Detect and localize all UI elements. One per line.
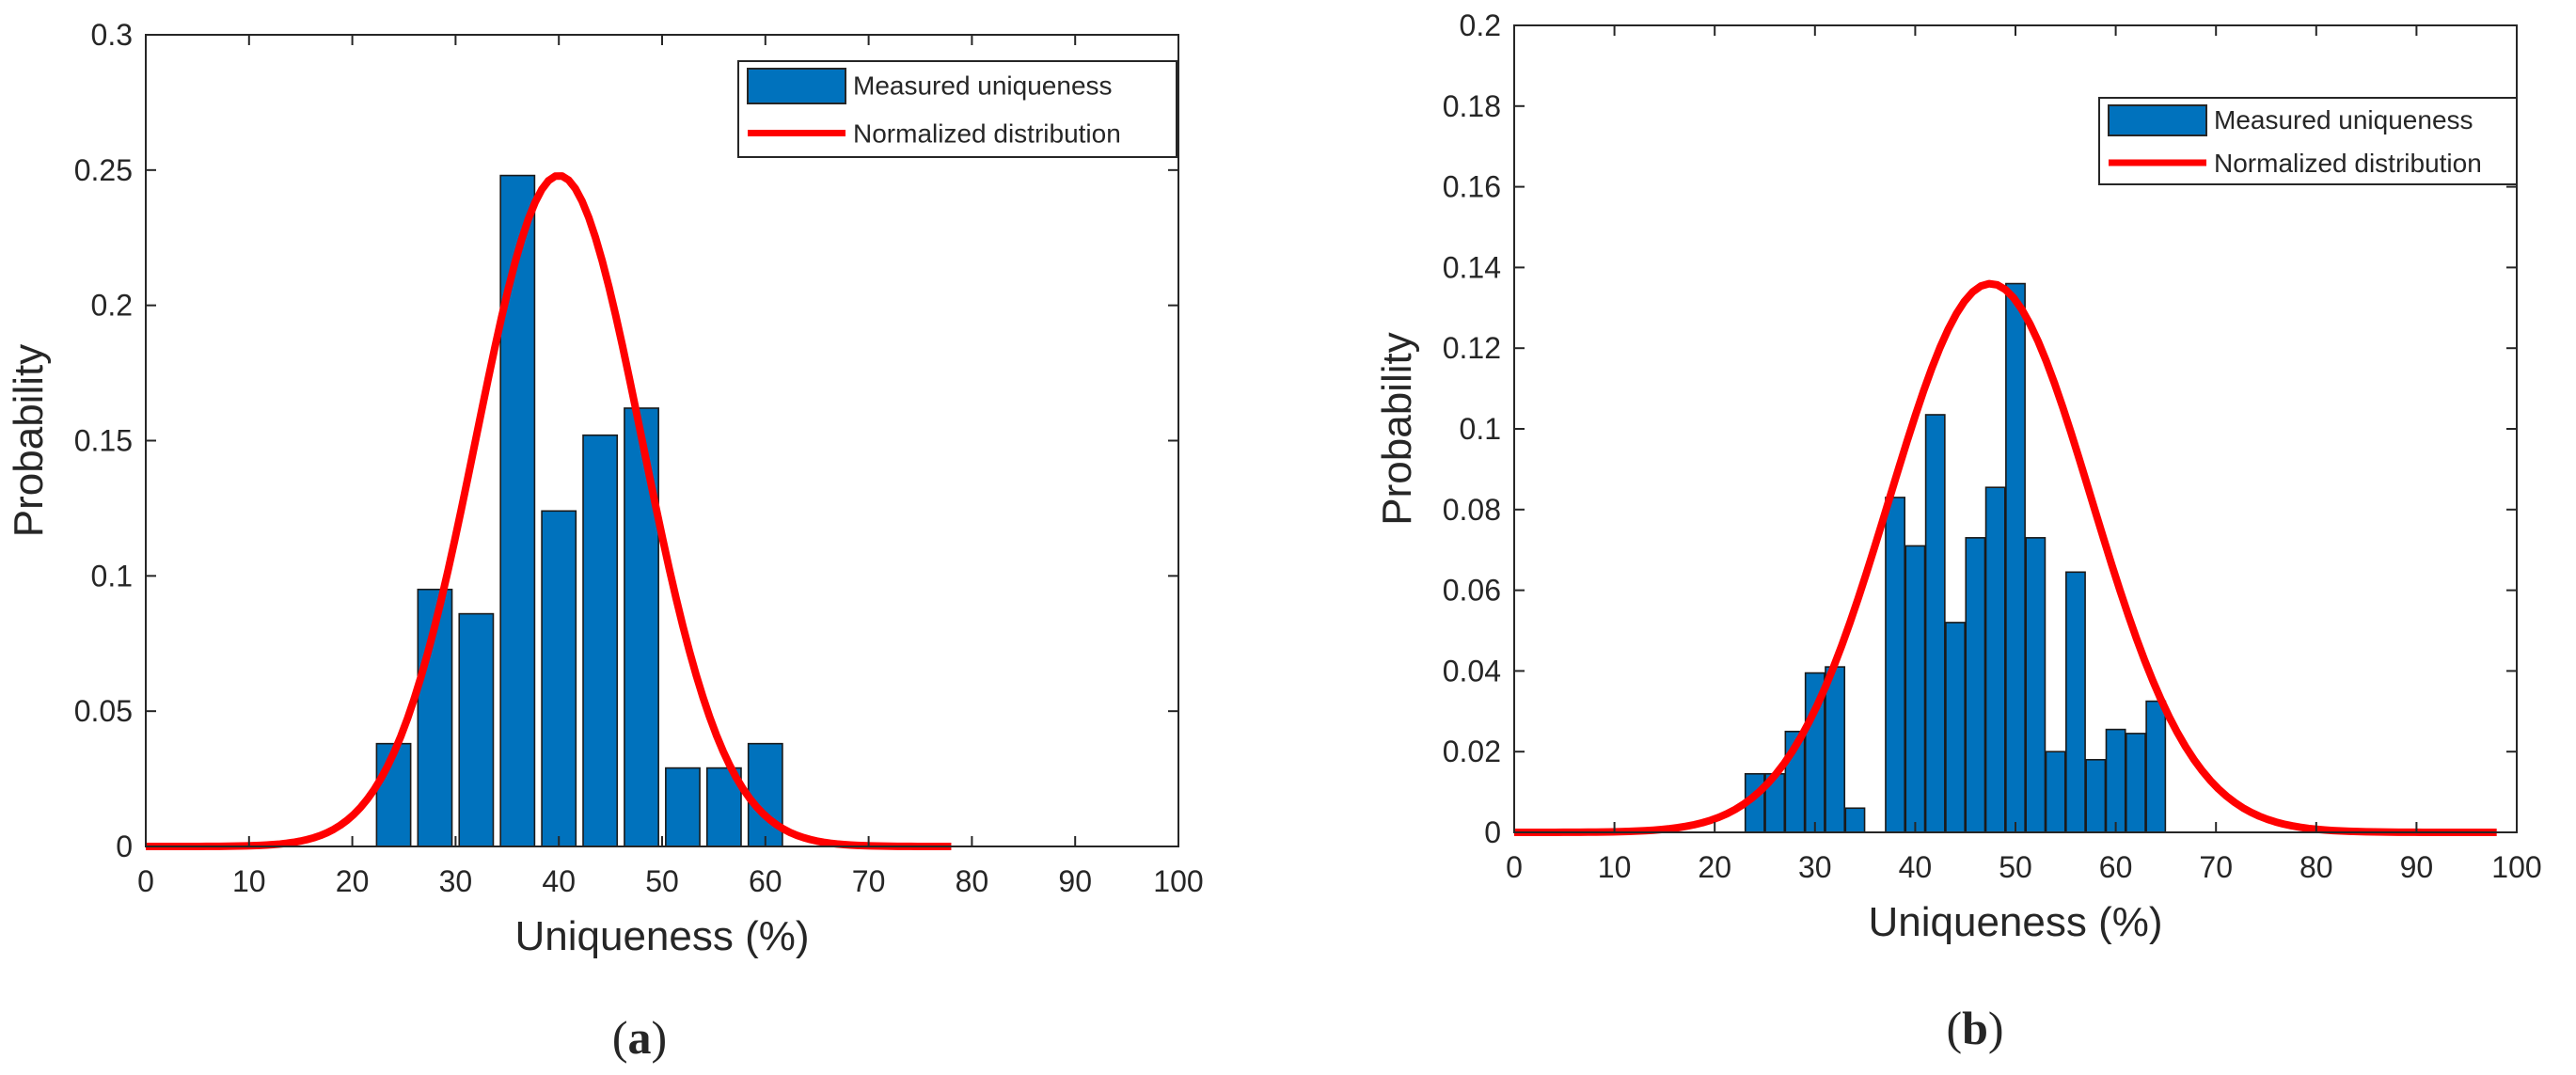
y-axis-a: 0 0.05 0.1 0.15 0.2 0.25 0.3 — [74, 18, 1178, 863]
x-tick-label-b-9: 90 — [2400, 850, 2434, 884]
y-tick-label-b-0: 0 — [1484, 815, 1501, 849]
y-tick-label-b-7: 0.14 — [1443, 250, 1501, 284]
x-axis-label-a: Uniqueness (%) — [514, 913, 809, 959]
x-tick-label-a-2: 20 — [336, 864, 370, 898]
x-axis-b: 0 10 20 30 40 50 60 70 80 90 100 — [1506, 25, 2542, 884]
legend-b: Measured uniqueness Normalized distribut… — [2098, 97, 2518, 185]
bar-b-15 — [2065, 571, 2086, 833]
chart-panel-b: 00.020.040.060.080.10.120.140.160.180.2 … — [1374, 8, 2542, 1054]
legend-entry-measured-a: Measured uniqueness — [853, 71, 1113, 101]
bar-b-5 — [1844, 807, 1866, 833]
y-tick-label-b-9: 0.18 — [1443, 89, 1501, 123]
caption-label-b: (b) — [1946, 1002, 2003, 1054]
y-tick-label-a-4: 0.2 — [91, 289, 133, 323]
bar-b-12 — [2005, 282, 2026, 833]
y-axis-b: 0 0.02 0.04 0.06 0.08 0.1 0.12 0.14 0.16 0.18 0.2 — [1443, 8, 2517, 849]
bar-a-2 — [458, 612, 495, 847]
legend-bar-swatch-b — [2108, 104, 2207, 136]
bar-b-6 — [1885, 497, 1906, 833]
x-axis-a: 0 10 20 30 40 50 60 70 80 90 100 — [137, 35, 1204, 898]
caption-label-a: (a) — [612, 1011, 667, 1064]
bar-b-9 — [1945, 622, 1966, 833]
x-tick-label-b-1: 10 — [1598, 850, 1632, 884]
caption-letter-a: a — [628, 1011, 652, 1064]
y-tick-label-a-1: 0.05 — [74, 694, 133, 728]
y-axis-label-a: Probability — [6, 344, 52, 537]
y-tick-label-a-6: 0.3 — [91, 18, 133, 52]
legend-a: Measured uniqueness Normalized distribut… — [737, 60, 1177, 158]
y-tick-label-b-10: 0.2 — [1460, 8, 1501, 42]
legend-entry-normalized-a: Normalized distribution — [853, 119, 1121, 149]
x-tick-label-b-8: 80 — [2299, 850, 2333, 884]
y-tick-label-a-0: 0 — [116, 830, 133, 863]
y-tick-label-b-6: 0.12 — [1443, 331, 1501, 365]
bar-b-19 — [2145, 700, 2167, 833]
x-tick-label-b-4: 40 — [1899, 850, 1933, 884]
bar-a-4 — [541, 510, 577, 847]
normal-curve-a — [146, 172, 952, 850]
bar-b-17 — [2105, 728, 2126, 833]
bar-b-7 — [1904, 545, 1926, 833]
legend-entry-measured-b: Measured uniqueness — [2214, 105, 2473, 134]
x-tick-label-a-7: 70 — [852, 864, 886, 898]
y-tick-label-b-5: 0.1 — [1460, 412, 1501, 446]
x-tick-label-a-4: 40 — [542, 864, 576, 898]
bar-b-18 — [2125, 733, 2146, 833]
y-tick-label-a-5: 0.25 — [74, 153, 133, 187]
y-tick-label-b-8: 0.16 — [1443, 170, 1501, 204]
bar-a-7 — [665, 767, 701, 847]
x-tick-label-a-8: 80 — [956, 864, 989, 898]
x-tick-label-a-1: 10 — [232, 864, 266, 898]
y-tick-label-b-2: 0.04 — [1443, 654, 1501, 688]
legend-bar-swatch-a — [747, 68, 846, 104]
bar-b-14 — [2045, 751, 2066, 833]
x-tick-label-a-9: 90 — [1058, 864, 1092, 898]
bar-b-4 — [1825, 666, 1846, 833]
bar-a-9 — [747, 742, 783, 847]
x-tick-label-b-0: 0 — [1506, 850, 1523, 884]
bar-b-10 — [1965, 537, 1986, 833]
x-tick-label-b-2: 20 — [1698, 850, 1731, 884]
x-tick-label-a-10: 100 — [1153, 864, 1203, 898]
bar-b-8 — [1924, 414, 1946, 833]
chart-panel-a: 0 0.05 0.1 0.15 0.2 0.25 0.3 0 10 20 30 40 50 60 70 80… — [6, 18, 1204, 1064]
x-tick-label-a-6: 60 — [749, 864, 782, 898]
x-tick-label-a-0: 0 — [137, 864, 154, 898]
bar-a-3 — [499, 174, 536, 847]
y-tick-label-b-4: 0.08 — [1443, 493, 1501, 527]
x-axis-label-b: Uniqueness (%) — [1868, 899, 2162, 945]
y-tick-label-a-3: 0.15 — [74, 424, 133, 458]
y-tick-label-a-2: 0.1 — [91, 559, 133, 593]
bars-a — [375, 174, 783, 847]
bar-a-5 — [582, 434, 619, 847]
x-tick-label-b-3: 30 — [1798, 850, 1832, 884]
bar-b-13 — [2025, 537, 2047, 833]
bar-b-16 — [2085, 758, 2107, 833]
normal-curve-b — [1514, 279, 2497, 836]
y-axis-label-b: Probability — [1374, 332, 1420, 525]
bar-b-11 — [1984, 486, 2006, 833]
x-tick-label-a-5: 50 — [645, 864, 679, 898]
bar-a-6 — [624, 407, 659, 847]
x-tick-label-a-3: 30 — [439, 864, 473, 898]
bars-b — [1744, 282, 2167, 833]
y-tick-label-b-3: 0.06 — [1443, 574, 1501, 608]
y-tick-label-b-1: 0.02 — [1443, 735, 1501, 768]
x-tick-label-b-7: 70 — [2199, 850, 2233, 884]
x-tick-label-b-6: 60 — [2099, 850, 2133, 884]
caption-letter-b: b — [1962, 1002, 1988, 1054]
x-tick-label-b-5: 50 — [1999, 850, 2032, 884]
legend-entry-normalized-b: Normalized distribution — [2214, 149, 2482, 178]
x-tick-label-b-10: 100 — [2491, 850, 2541, 884]
